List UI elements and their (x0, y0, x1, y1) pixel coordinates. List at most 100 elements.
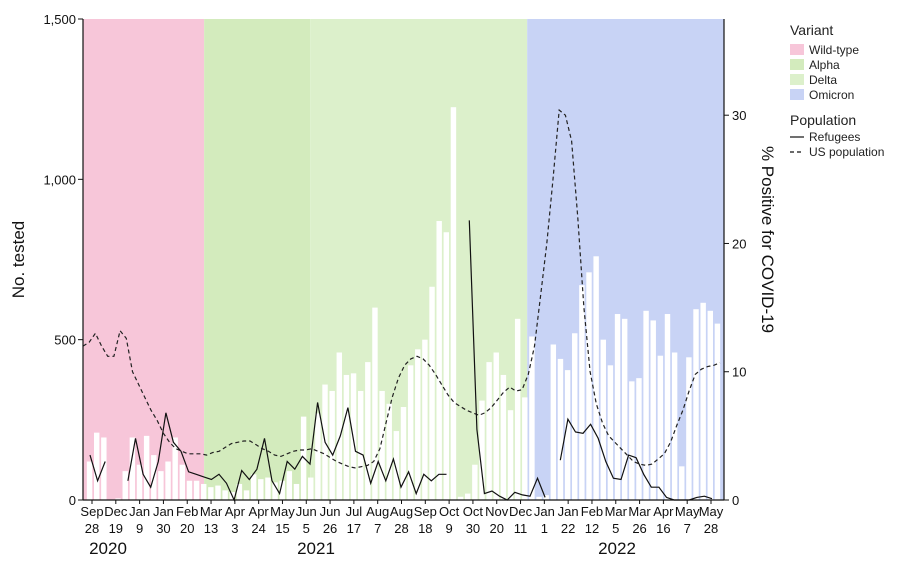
x-tick-month-label: Dec (509, 504, 533, 519)
x-tick-day-label: 17 (347, 521, 361, 536)
tested-bar (407, 365, 414, 500)
left-tick-label: 1,000 (43, 172, 76, 187)
x-tick-day-label: 7 (374, 521, 381, 536)
tested-bar (315, 413, 321, 500)
refugees-line (89, 220, 713, 502)
tested-bar (629, 381, 635, 500)
x-tick-month-label: Dec (104, 504, 128, 519)
tested-bar (543, 495, 549, 500)
tested-bar (522, 397, 528, 500)
x-tick-day-label: 30 (466, 521, 480, 536)
tested-bar (529, 336, 535, 500)
tested-bar (564, 370, 571, 500)
legend-variant-label: Alpha (809, 58, 840, 72)
x-tick-day-label: 20 (180, 521, 194, 536)
tested-bar (336, 352, 342, 500)
tested-bar (415, 349, 421, 500)
x-tick-day-label: 22 (561, 521, 575, 536)
tested-bar (208, 487, 214, 500)
tested-bar (550, 344, 557, 500)
tested-bar (193, 480, 200, 500)
x-tick-month-label: Jan (153, 504, 174, 519)
legend-population-heading: Population (790, 112, 856, 128)
legend-variant-label: Wild-type (809, 43, 859, 57)
legend-variant-label: Delta (809, 73, 837, 87)
legend-swatch (790, 44, 804, 55)
tested-bar (664, 314, 671, 500)
tested-bar (393, 431, 400, 500)
x-tick-day-label: 3 (231, 521, 238, 536)
tested-bar (201, 483, 207, 500)
x-tick-day-label: 24 (251, 521, 265, 536)
x-tick-month-label: Mar (605, 504, 628, 519)
x-tick-day-label: 12 (585, 521, 599, 536)
tested-bar (479, 400, 485, 500)
x-tick-month-label: Jun (320, 504, 341, 519)
tested-bar (329, 390, 335, 500)
tested-bar (265, 477, 271, 500)
tested-bar (422, 339, 428, 500)
x-tick-month-label: Jan (534, 504, 555, 519)
tested-bar (215, 485, 221, 500)
tested-bar (243, 490, 250, 500)
tested-bar (101, 437, 107, 500)
x-tick-day-label: 1 (541, 521, 548, 536)
positivity-lines (82, 108, 721, 502)
x-tick-day-label: 26 (632, 521, 646, 536)
x-tick-month-label: Nov (485, 504, 509, 519)
tested-bar (365, 362, 371, 500)
x-tick-month-label: Apr (653, 504, 674, 519)
tested-bar (165, 461, 171, 500)
tested-bar (457, 496, 464, 500)
tested-bar (293, 483, 300, 500)
tested-bar (143, 435, 150, 500)
x-tick-day-label: 5 (612, 521, 619, 536)
x-tick-month-label: May (675, 504, 700, 519)
tested-bar (707, 310, 714, 500)
tested-bar (450, 107, 457, 500)
x-tick-day-label: 9 (136, 521, 143, 536)
x-tick-day-label: 28 (394, 521, 408, 536)
legend-swatch (790, 74, 804, 85)
tested-bar (222, 490, 228, 500)
year-label: 2021 (297, 539, 335, 558)
right-tick-label: 10 (732, 365, 746, 380)
legend-swatch (790, 59, 804, 70)
tested-bar (279, 480, 285, 500)
tested-bar (536, 496, 542, 500)
x-tick-month-label: Jul (346, 504, 363, 519)
x-tick-month-label: Feb (581, 504, 603, 519)
tested-bar (621, 318, 628, 500)
tested-bar (507, 410, 514, 500)
tested-bar (436, 221, 442, 500)
year-label: 2020 (89, 539, 127, 558)
tested-bar (158, 471, 164, 500)
tested-bar (557, 358, 564, 500)
tested-bar (465, 493, 471, 500)
x-tick-month-label: Feb (176, 504, 198, 519)
x-tick-month-label: Aug (390, 504, 413, 519)
left-tick-label: 1,500 (43, 12, 76, 27)
tested-bar (607, 365, 614, 500)
tested-bar (679, 466, 685, 500)
legend-population-label: US population (809, 145, 884, 159)
x-tick-day-label: 28 (85, 521, 99, 536)
left-tick-label: 500 (54, 333, 76, 348)
tested-bar (308, 477, 314, 500)
x-tick-month-label: Sep (80, 504, 103, 519)
tested-bar (636, 378, 642, 500)
right-tick-label: 30 (732, 108, 746, 123)
tested-bar (115, 498, 121, 500)
tested-bar (472, 464, 478, 500)
x-tick-month-label: Mar (200, 504, 223, 519)
right-tick-label: 0 (732, 493, 739, 508)
axes: 0 500 1,000 1,500 0 10 20 30 No. tested % Positiv… (9, 12, 777, 558)
x-tick-day-label: 18 (418, 521, 432, 536)
variant-band-wild-type (83, 19, 205, 500)
tested-bar (343, 374, 350, 500)
tested-bar (693, 309, 699, 500)
legend-variant-label: Omicron (809, 88, 854, 102)
legend-population-label: Refugees (809, 130, 860, 144)
tested-bar (514, 318, 521, 500)
